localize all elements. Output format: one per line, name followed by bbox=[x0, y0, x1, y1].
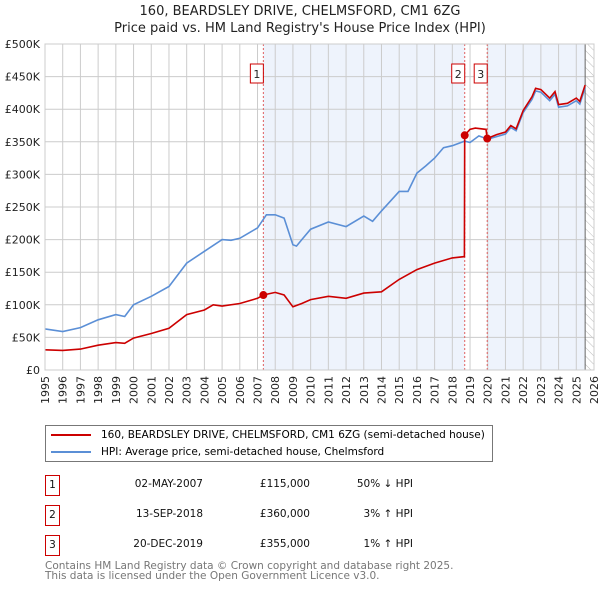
x-tick-label: 2016 bbox=[411, 376, 424, 404]
marker-badge: 2 bbox=[45, 505, 60, 526]
legend-swatch-blue bbox=[51, 451, 91, 453]
price-chart: 1995 1996 1997 1998 1999 2000 2001 2002 2003 2004… bbox=[5, 38, 600, 404]
legend-item-hpi: HPI: Average price, semi-detached house,… bbox=[51, 446, 384, 458]
x-tick-label: 2001 bbox=[145, 376, 158, 404]
x-tick-label: 2020 bbox=[482, 376, 495, 404]
chart-title: 160, BEARDSLEY DRIVE, CHELMSFORD, CM1 6Z… bbox=[139, 4, 461, 19]
property-series-line bbox=[44, 84, 586, 352]
x-tick-label: 2021 bbox=[499, 376, 512, 404]
chart-subtitle: Price paid vs. HM Land Registry's House … bbox=[114, 21, 486, 36]
x-tick-label: 2002 bbox=[163, 376, 176, 404]
sale-date: 13-SEP-2018 bbox=[135, 508, 203, 520]
sale-marker-label: 2 bbox=[455, 68, 462, 81]
x-tick-label: 2000 bbox=[128, 376, 141, 404]
sale-price: £115,000 bbox=[259, 478, 310, 490]
x-tick-label: 2019 bbox=[464, 376, 477, 404]
y-tick-label: £500K bbox=[5, 38, 41, 51]
sale-marker-label: 1 bbox=[253, 68, 260, 81]
sale-marker-box bbox=[473, 63, 488, 84]
x-tick-label: 1997 bbox=[74, 376, 87, 404]
x-tick-label: 2025 bbox=[570, 376, 583, 404]
x-tick-label: 2008 bbox=[269, 376, 282, 404]
y-tick-label: £400K bbox=[5, 103, 41, 116]
x-tick-label: 1999 bbox=[110, 376, 123, 404]
sale-point bbox=[259, 291, 268, 300]
sale-date: 02-MAY-2007 bbox=[134, 478, 203, 490]
y-tick-label: £100K bbox=[5, 299, 41, 312]
y-tick-label: £450K bbox=[5, 71, 41, 84]
x-tick-label: 2003 bbox=[181, 376, 194, 404]
x-tick-label: 2022 bbox=[517, 376, 530, 404]
footer-copyright: Contains HM Land Registry data © Crown c… bbox=[45, 560, 454, 572]
sale-price: £360,000 bbox=[259, 508, 310, 520]
x-tick-label: 2010 bbox=[305, 376, 318, 404]
y-tick-label: £0 bbox=[26, 364, 40, 377]
x-tick-label: 2015 bbox=[393, 376, 406, 404]
y-tick-label: £50K bbox=[12, 331, 41, 344]
x-tick-label: 2006 bbox=[234, 376, 247, 404]
sale-price: £355,000 bbox=[259, 538, 310, 550]
marker-badge: 3 bbox=[45, 535, 60, 556]
x-tick-label: 2024 bbox=[553, 376, 566, 404]
sale-point bbox=[460, 131, 469, 140]
plot-frame bbox=[44, 43, 595, 371]
sale-date: 20-DEC-2019 bbox=[133, 538, 203, 550]
x-tick-label: 2005 bbox=[216, 376, 229, 404]
x-tick-label: 2004 bbox=[198, 376, 211, 404]
legend-item-property: 160, BEARDSLEY DRIVE, CHELMSFORD, CM1 6Z… bbox=[51, 429, 485, 441]
x-tick-label: 2026 bbox=[588, 376, 600, 404]
x-tick-label: 2012 bbox=[340, 376, 353, 404]
marker-badge: 1 bbox=[45, 475, 60, 496]
y-tick-label: £350K bbox=[5, 136, 41, 149]
x-tick-label: 1998 bbox=[92, 376, 105, 404]
hpi-diff: 1% ↑ HPI bbox=[363, 538, 413, 550]
y-tick-label: £250K bbox=[5, 201, 41, 214]
x-tick-label: 1996 bbox=[57, 376, 70, 404]
legend: 160, BEARDSLEY DRIVE, CHELMSFORD, CM1 6Z… bbox=[45, 425, 493, 462]
footer-licence: This data is licensed under the Open Gov… bbox=[45, 570, 380, 582]
x-tick-label: 1995 bbox=[39, 376, 52, 404]
hpi-series-line bbox=[44, 87, 586, 333]
x-tick-label: 2023 bbox=[535, 376, 548, 404]
x-tick-label: 2017 bbox=[429, 376, 442, 404]
legend-swatch-red bbox=[51, 434, 91, 436]
x-tick-label: 2011 bbox=[322, 376, 335, 404]
y-tick-label: £300K bbox=[5, 168, 41, 181]
x-tick-label: 2018 bbox=[446, 376, 459, 404]
sale-marker-label: 3 bbox=[477, 68, 484, 81]
x-tick-label: 2013 bbox=[358, 376, 371, 404]
legend-label: HPI: Average price, semi-detached house,… bbox=[101, 446, 385, 458]
sale-marker-box bbox=[451, 63, 466, 84]
sale-marker-box bbox=[249, 63, 264, 84]
x-tick-label: 2014 bbox=[375, 376, 388, 404]
x-tick-label: 2009 bbox=[287, 376, 300, 404]
hpi-diff: 50% ↓ HPI bbox=[356, 478, 413, 490]
y-tick-label: £150K bbox=[5, 266, 41, 279]
y-tick-label: £200K bbox=[5, 234, 41, 247]
legend-label: 160, BEARDSLEY DRIVE, CHELMSFORD, CM1 6Z… bbox=[101, 429, 485, 441]
hpi-diff: 3% ↑ HPI bbox=[363, 508, 413, 520]
x-tick-label: 2007 bbox=[252, 376, 265, 404]
sale-point bbox=[483, 134, 492, 143]
